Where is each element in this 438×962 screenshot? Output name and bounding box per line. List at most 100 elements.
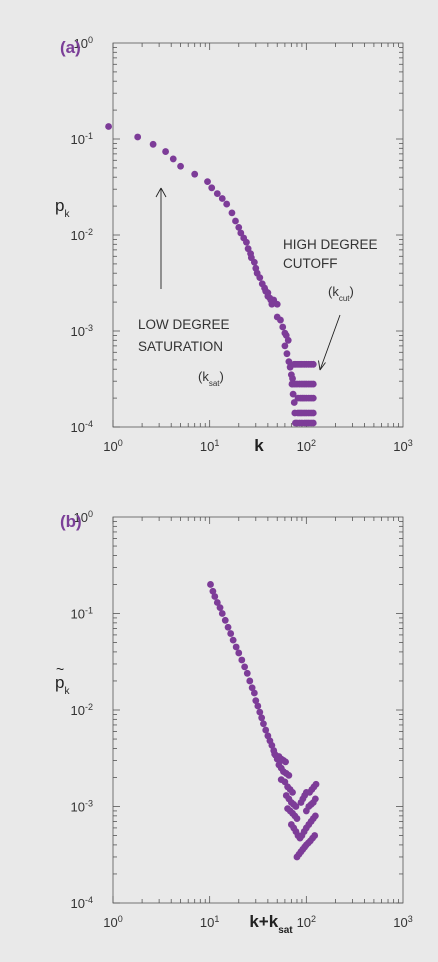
y-tick-label: 10-3 [71, 323, 93, 339]
y-tick-label: 10-1 [71, 606, 93, 622]
annotations: HIGH DEGREE CUTOFF (kcut) LOW DEGREE SATURAT… [138, 187, 378, 388]
annotation-high-degree: HIGH DEGREE [283, 237, 378, 252]
y-tick-label: 10-1 [71, 131, 93, 147]
data-point [309, 360, 317, 368]
data-point [252, 697, 260, 705]
data-point [279, 323, 287, 331]
data-point [207, 581, 214, 588]
data-point [262, 287, 270, 295]
y-axis-tilde: ~ [56, 661, 64, 677]
data-point [169, 155, 177, 163]
y-tick-label: 100 [74, 509, 93, 525]
data-point [208, 184, 216, 192]
data-point [289, 788, 296, 796]
saturation-arrowhead [155, 187, 167, 198]
plot-frame [112, 42, 404, 428]
data-point [228, 209, 236, 217]
cutoff-arrowhead [318, 360, 326, 371]
data-point [191, 170, 199, 178]
data-point [149, 140, 157, 148]
data-point [289, 390, 297, 398]
data-point [262, 726, 270, 734]
panel-label: (b) [60, 512, 82, 531]
chart-panel-a: 100 101 102 103 100 10-1 10-2 10-3 10-4 (a) pk k HIG… [55, 35, 413, 455]
data-point [237, 229, 245, 237]
data-point [311, 812, 319, 820]
data-point [243, 238, 250, 246]
data-point [283, 350, 291, 358]
data-point [256, 274, 264, 281]
x-tick-label: 100 [103, 438, 122, 454]
data-point [221, 616, 229, 624]
data-point [177, 162, 184, 170]
data-point [256, 708, 264, 716]
data-point [254, 702, 262, 710]
x-tick-label: 100 [103, 914, 122, 930]
data-point [223, 200, 231, 208]
x-tick-label: 102 [297, 438, 316, 454]
x-tick-label: 103 [393, 438, 412, 454]
data-point [285, 358, 293, 366]
data-point [284, 336, 292, 344]
data-point [277, 316, 284, 324]
data-point [281, 342, 289, 350]
y-tick-label: 100 [74, 35, 93, 51]
data-point [224, 623, 232, 631]
data-point [309, 419, 317, 427]
data-point [232, 643, 240, 651]
data-point [248, 684, 256, 692]
data-point [218, 610, 226, 617]
data-point [250, 258, 258, 266]
data-point [227, 630, 235, 637]
data-point [229, 636, 237, 644]
data-point [216, 604, 224, 612]
tick-marks [112, 43, 403, 428]
data-point [268, 741, 276, 749]
data-point [282, 758, 289, 766]
y-axis-label: pk [55, 196, 70, 220]
chart-panel-b: 100 101 102 103 100 10-1 10-2 10-3 10-4 (b) pk~ k+k… [55, 509, 413, 936]
cutoff-arrow [319, 314, 341, 371]
data-point [105, 123, 112, 130]
data-point [309, 380, 317, 388]
x-axis-label: k [254, 436, 264, 455]
scatter-series [105, 123, 317, 427]
data-point [218, 195, 226, 202]
data-point [311, 795, 319, 803]
data-point [243, 669, 251, 677]
annotation-ksat: (ksat) [198, 369, 224, 388]
data-point [211, 593, 219, 600]
scatter-series [207, 581, 320, 861]
data-point [204, 178, 211, 185]
data-point [312, 780, 320, 788]
data-point [162, 148, 169, 155]
annotation-kcut: (kcut) [328, 284, 354, 303]
x-axis-label: k+ksat [249, 912, 293, 936]
data-point [302, 788, 310, 796]
data-point [294, 360, 302, 368]
data-point [250, 689, 258, 697]
data-point [285, 772, 293, 779]
annotation-cutoff: CUTOFF [283, 256, 338, 271]
data-point [235, 649, 243, 657]
data-point [311, 832, 319, 839]
x-tick-label: 101 [200, 914, 219, 930]
data-point [134, 133, 142, 141]
annotation-saturation: SATURATION [138, 339, 223, 354]
y-tick-label: 10-3 [71, 799, 93, 815]
data-point [293, 815, 301, 822]
data-point [232, 217, 239, 225]
data-point [246, 677, 254, 685]
data-point [241, 663, 249, 671]
panel-label: (a) [60, 38, 81, 57]
data-point [309, 409, 317, 417]
y-tick-label: 10-2 [71, 227, 93, 243]
data-point [213, 190, 221, 197]
data-point [292, 803, 300, 810]
data-point [238, 656, 246, 664]
data-point [273, 300, 281, 308]
y-tick-label: 10-4 [71, 895, 93, 911]
y-tick-label: 10-2 [71, 702, 93, 718]
annotation-low-degree: LOW DEGREE [138, 317, 230, 332]
